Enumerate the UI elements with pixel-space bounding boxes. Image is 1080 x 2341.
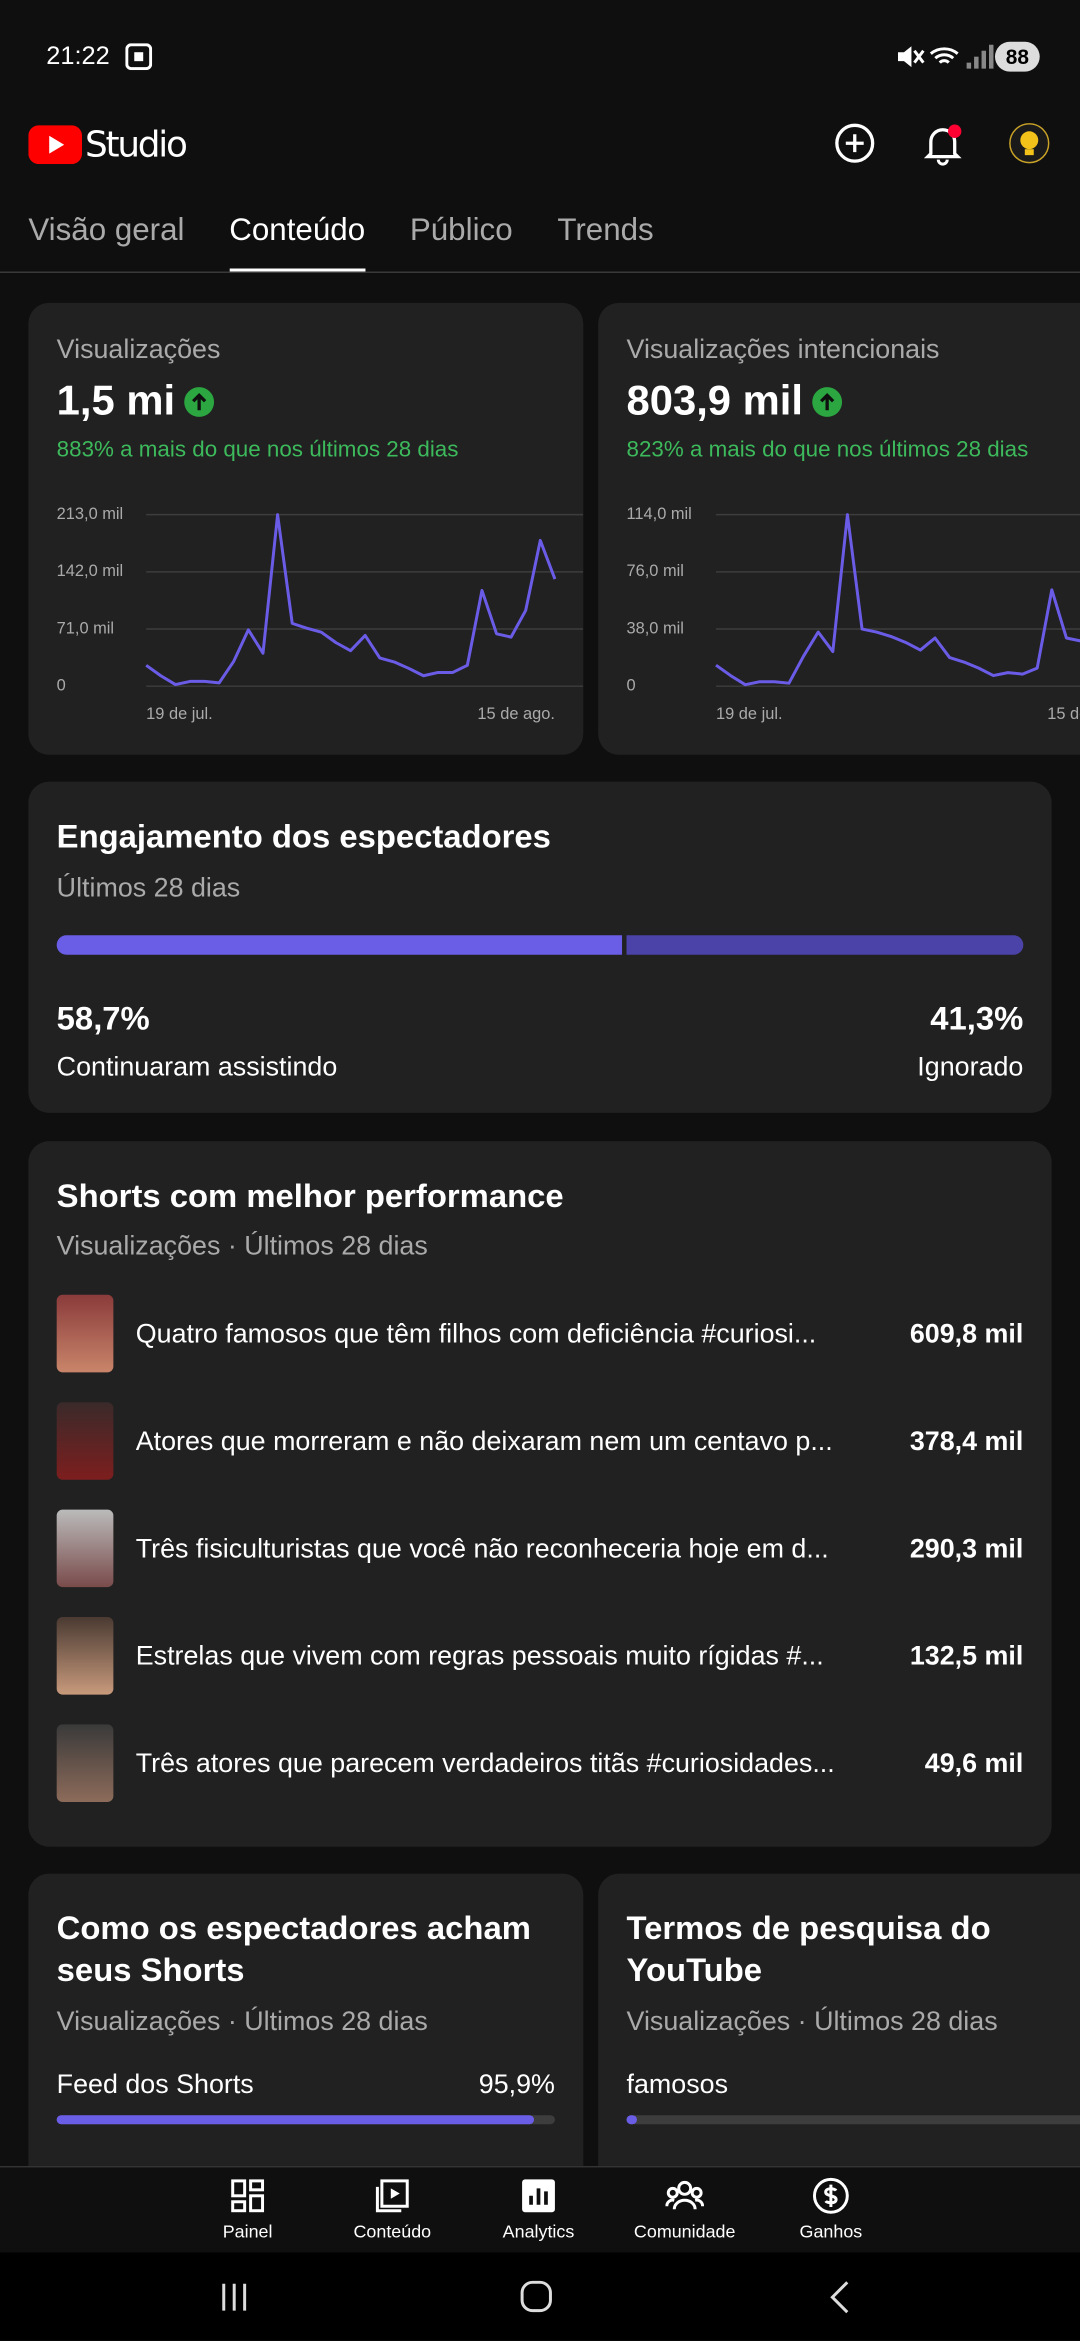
short-title[interactable]: Quatro famosos que têm filhos com defici… (135, 1318, 817, 1349)
y-tick-label: 142,0 mil (57, 562, 124, 580)
nav-icon (665, 2180, 705, 2210)
row-label: Feed dos Shorts (56, 2069, 254, 2099)
x-tick-label: 15 de ago. (1047, 705, 1080, 723)
card-subtitle: Visualizações · Últimos 28 dias (626, 2006, 998, 2037)
thumbnail[interactable] (56, 1402, 114, 1480)
y-tick-label: 38,0 mil (627, 619, 684, 637)
card-title: Shorts com melhor performance (56, 1176, 564, 1215)
card-subtitle: Visualizações · Últimos 28 dias (56, 1230, 428, 1261)
card-subtitle: Últimos 28 dias (56, 872, 241, 903)
avatar[interactable] (1008, 122, 1050, 164)
thumbnail[interactable] (56, 1617, 114, 1695)
short-views: 378,4 mil (909, 1426, 1024, 1456)
tab[interactable]: Conteúdo (229, 209, 366, 273)
nav-label: Ganhos (799, 2221, 863, 2243)
chart: 0 71,0 mil 142,0 mil 213,0 mil 19 de jul. 15 … (57, 505, 584, 723)
card-title: Visualizações (56, 334, 221, 364)
x-tick-label: 15 de ago. (477, 705, 554, 723)
short-title[interactable]: Estrelas que vivem com regras pessoais m… (135, 1640, 824, 1671)
y-tick-label: 114,0 mil (627, 505, 692, 523)
tab[interactable]: Público (409, 213, 513, 248)
row-value: 95,9% (478, 2069, 555, 2099)
card-title: Como os espectadores acham seus Shorts (56, 1909, 531, 1989)
engagement-card[interactable]: Engajamento dos espectadores Últimos 28 … (28, 781, 1052, 1113)
nav-icon (522, 2179, 555, 2213)
bar-fill (626, 2115, 637, 2125)
bar-track (626, 2115, 1080, 2125)
short-title[interactable]: Três atores que parecem verdadeiros titã… (135, 1748, 835, 1779)
nav-icon (812, 2177, 849, 2214)
tab[interactable]: Trends (557, 213, 654, 248)
bar-track (56, 2115, 555, 2125)
short-title[interactable]: Atores que morreram e não deixaram nem u… (135, 1426, 833, 1456)
bottom-nav: Painel Conteúdo Analytics Comunidade Ganhos (0, 2165, 1080, 2254)
short-views: 49,6 mil (924, 1748, 1024, 1779)
tab-bar: Visão geral Conteúdo Público Trends (28, 209, 654, 273)
y-tick-label: 71,0 mil (57, 619, 114, 637)
legend-label: Ignorado (917, 1051, 1024, 1082)
system-nav-icons (222, 2280, 849, 2314)
status-time: 21:22 (46, 41, 110, 71)
thumbnail[interactable] (56, 1509, 114, 1588)
metric-row: 803,9 mil (627, 377, 844, 425)
y-tick-label: 213,0 mil (57, 505, 124, 523)
data-line (145, 513, 557, 687)
value-label: 58,7% (56, 999, 150, 1037)
nav-label: Conteúdo (353, 2221, 432, 2243)
tab[interactable]: Visão geral (28, 213, 185, 248)
system-nav (0, 2252, 1080, 2341)
nav-label: Analytics (502, 2221, 575, 2243)
y-tick-label: 76,0 mil (627, 562, 684, 580)
nav-label: Comunidade (633, 2221, 736, 2243)
nav-icon (375, 2179, 409, 2213)
card-title: Visualizações intencionais (626, 334, 940, 364)
thumbnail[interactable] (56, 1724, 114, 1802)
y-tick-label: 0 (627, 677, 636, 695)
y-tick-label: 0 (57, 677, 66, 695)
change-text: 823% a mais do que nos últimos 28 dias (626, 437, 1029, 463)
x-tick-label: 19 de jul. (716, 705, 783, 723)
short-views: 290,3 mil (909, 1533, 1024, 1564)
trend-up-icon (184, 386, 215, 417)
engagement-bar (56, 935, 1024, 955)
status-icons (898, 44, 994, 69)
icon-arrow (192, 392, 207, 410)
screen-record-icon (125, 43, 153, 71)
card-title: Engajamento dos espectadores (56, 817, 551, 855)
legend-label: Continuaram assistindo (56, 1051, 338, 1082)
value-label: 41,3% (930, 999, 1024, 1037)
nav-label: Painel (222, 2221, 273, 2243)
short-views: 132,5 mil (909, 1640, 1024, 1671)
metric-value: 803,9 mil (626, 377, 804, 424)
trend-up-icon (812, 386, 843, 417)
x-tick-label: 19 de jul. (146, 705, 213, 723)
battery: 88 (994, 41, 1040, 72)
chart: 0 38,0 mil 76,0 mil 114,0 mil 19 de jul. 15 d… (627, 505, 1080, 723)
card-title: Termos de pesquisa do YouTube (626, 1909, 991, 1989)
metric-row: 1,5 mi (57, 377, 216, 425)
top-shorts-card[interactable]: Shorts com melhor performance Visualizaç… (28, 1141, 1052, 1847)
bar-segment (625, 935, 1024, 955)
data-line (715, 513, 1080, 687)
thumbnail[interactable] (56, 1294, 114, 1373)
metric-value: 1,5 mi (56, 377, 176, 424)
nav-icon (231, 2179, 265, 2213)
create-button[interactable] (834, 122, 876, 164)
short-views: 609,8 mil (909, 1318, 1024, 1349)
bar-segment (56, 935, 622, 955)
row-label: famosos (626, 2069, 729, 2099)
short-title[interactable]: Três fisiculturistas que você não reconh… (135, 1533, 829, 1564)
intentional-views-card[interactable]: Visualizações intencionais 803,9 mil 823% … (598, 302, 1080, 755)
change-text: 883% a mais do que nos últimos 28 dias (56, 437, 459, 463)
card-subtitle: Visualizações · Últimos 28 dias (56, 2006, 428, 2037)
notifications-button[interactable] (920, 122, 965, 167)
icon-arrow (820, 392, 835, 410)
youtube-logo[interactable] (28, 125, 83, 165)
bar (56, 2115, 535, 2125)
logo-text: Studio (85, 123, 188, 166)
divider (0, 271, 1080, 273)
views-card[interactable]: Visualizações 1,5 mi 883% a mais do que no… (28, 302, 584, 755)
